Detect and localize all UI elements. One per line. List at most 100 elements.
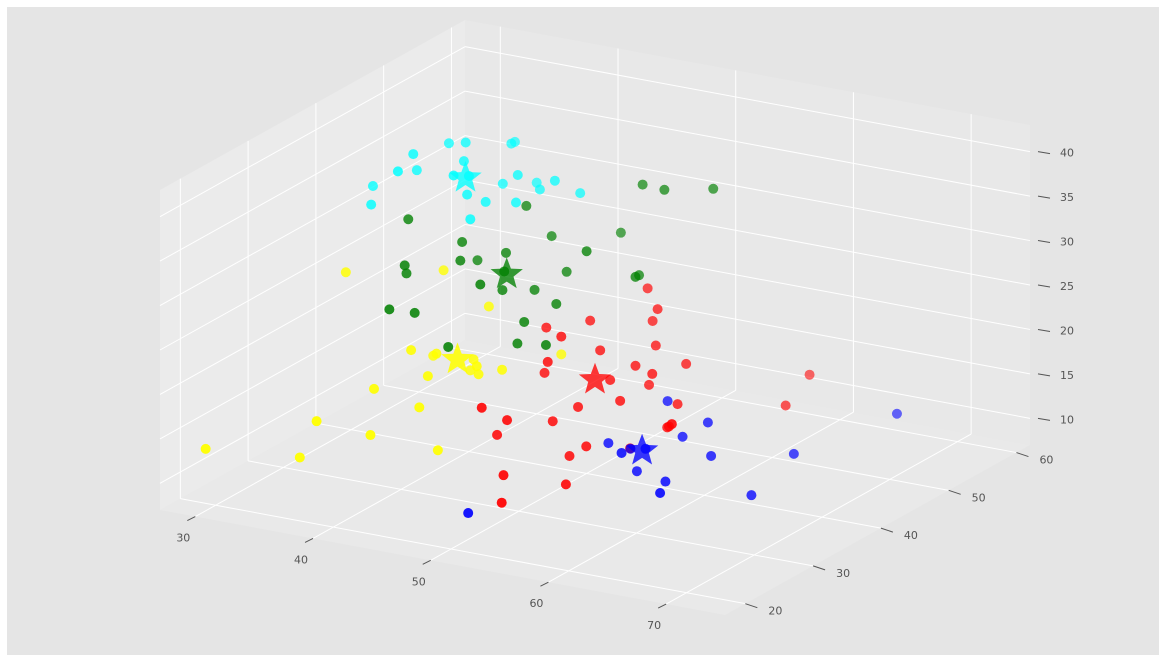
- y-tick: [812, 565, 826, 571]
- grid-line: [159, 90, 466, 262]
- point: [560, 479, 571, 490]
- grid-line: [430, 389, 736, 561]
- centroid: [490, 257, 523, 289]
- y-tick-label: 40: [904, 529, 918, 542]
- point: [551, 298, 562, 309]
- x-tick-label: 60: [529, 597, 543, 610]
- x-tick: [540, 581, 549, 587]
- point: [512, 338, 523, 349]
- grid-line: [159, 224, 466, 395]
- centroid: [441, 342, 474, 374]
- z-tick-label: 35: [1060, 191, 1074, 204]
- point: [498, 470, 509, 481]
- floor-pane: [160, 340, 1030, 615]
- y-tick: [1016, 452, 1029, 458]
- grid-line: [195, 346, 501, 517]
- centroid: [625, 433, 659, 465]
- z-tick: [1037, 373, 1051, 377]
- point: [476, 402, 487, 413]
- point: [644, 379, 655, 390]
- point: [659, 184, 670, 195]
- grid-line: [180, 498, 746, 605]
- y-tick: [880, 527, 894, 533]
- z-tick: [1037, 328, 1051, 332]
- point: [406, 345, 417, 356]
- point: [637, 179, 648, 190]
- point: [642, 283, 653, 294]
- point: [501, 247, 512, 258]
- point: [512, 170, 523, 180]
- point: [483, 301, 494, 312]
- point: [422, 371, 433, 382]
- point: [681, 358, 692, 369]
- point: [547, 416, 558, 427]
- y-tick: [948, 489, 961, 495]
- point: [428, 350, 439, 361]
- point: [746, 490, 757, 501]
- point: [542, 356, 553, 367]
- point: [496, 497, 507, 508]
- point: [556, 331, 567, 342]
- point: [549, 175, 560, 186]
- point: [660, 476, 671, 487]
- point: [564, 451, 575, 462]
- point: [655, 488, 666, 499]
- point: [497, 364, 508, 375]
- point: [367, 181, 378, 192]
- z-tick: [1037, 240, 1051, 244]
- grid-line: [315, 422, 881, 529]
- point: [463, 508, 474, 519]
- grid-line: [248, 460, 814, 567]
- point: [581, 246, 592, 257]
- point: [706, 450, 717, 461]
- point: [462, 189, 473, 200]
- point: [804, 369, 815, 380]
- point: [708, 183, 719, 194]
- grid-line: [159, 135, 466, 306]
- z-tick-label: 25: [1060, 280, 1074, 293]
- point: [200, 443, 211, 454]
- point: [465, 365, 476, 376]
- z-tick-label: 10: [1060, 413, 1074, 426]
- grid-line: [464, 179, 1031, 286]
- point: [492, 429, 503, 440]
- axes: 30 40 50 60 70 20 30 40 50 60 10 15 20 25 30 35 40: [176, 147, 1074, 632]
- z-tick: [1037, 195, 1051, 199]
- z-tick-label: 30: [1060, 236, 1074, 249]
- centroid: [578, 362, 612, 394]
- points: [200, 136, 902, 519]
- z-tick: [1037, 417, 1051, 421]
- point: [443, 341, 454, 352]
- x-tick-label: 50: [412, 575, 426, 588]
- x-tick: [657, 603, 667, 609]
- grid-line: [548, 411, 854, 583]
- point: [443, 138, 454, 149]
- grid: [159, 26, 1031, 605]
- grid-line: [159, 268, 466, 440]
- point: [475, 279, 486, 290]
- point: [403, 214, 414, 225]
- point: [605, 375, 616, 386]
- z-tick-label: 15: [1060, 369, 1074, 382]
- grid-line: [464, 312, 1031, 419]
- point: [677, 431, 688, 442]
- grid-line: [159, 179, 466, 351]
- point: [780, 400, 791, 411]
- point: [595, 345, 606, 356]
- x-tick-label: 70: [647, 619, 661, 632]
- grid-line: [383, 384, 949, 491]
- point: [497, 178, 508, 189]
- point: [539, 367, 550, 378]
- point: [581, 441, 592, 452]
- z-tick-label: 20: [1060, 324, 1074, 337]
- z-tick: [1037, 284, 1051, 288]
- point: [457, 236, 468, 247]
- grid-line: [159, 312, 466, 484]
- grid-line: [464, 90, 1031, 197]
- x-tick: [422, 559, 431, 565]
- z-tick: [1037, 151, 1051, 155]
- point: [455, 255, 466, 266]
- point: [366, 199, 377, 210]
